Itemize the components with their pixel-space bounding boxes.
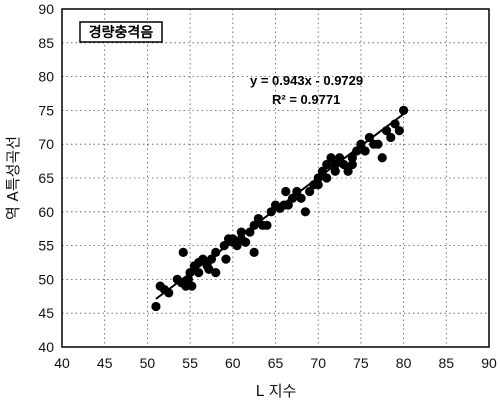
data-point [211, 268, 221, 278]
data-point [300, 207, 310, 217]
x-tick-label: 90 [481, 355, 497, 371]
y-tick-label: 40 [38, 339, 54, 355]
data-point [187, 281, 197, 291]
data-point [178, 247, 188, 257]
y-axis-title: 역 A특성곡선 [4, 136, 22, 220]
legend-label: 경량충격음 [89, 24, 154, 41]
data-point [356, 139, 366, 149]
data-point [330, 166, 340, 176]
data-point [377, 153, 387, 163]
data-point [347, 159, 357, 170]
x-axis-title: L 지수 [256, 382, 297, 400]
grid-layer [62, 9, 489, 347]
data-point [313, 173, 323, 183]
y-tick-label: 70 [38, 136, 54, 152]
data-point [347, 153, 357, 163]
data-point [221, 254, 231, 264]
x-tick-label: 45 [97, 355, 113, 371]
data-points-layer [151, 105, 409, 312]
data-point [296, 193, 306, 203]
data-point [287, 193, 298, 203]
data-point [330, 159, 340, 170]
data-point [198, 254, 208, 264]
x-tick-label: 50 [140, 355, 156, 371]
data-point [249, 247, 259, 257]
data-point [360, 146, 370, 156]
data-point [253, 213, 264, 224]
data-point [339, 159, 349, 170]
data-point [322, 173, 332, 183]
data-point [343, 166, 353, 176]
y-tick-label: 45 [38, 305, 54, 321]
data-point [390, 119, 400, 129]
data-point [283, 200, 293, 210]
y-tick-label: 90 [38, 1, 54, 17]
data-point [281, 186, 291, 197]
y-tick-label: 55 [38, 238, 54, 254]
x-tick-label: 85 [439, 355, 455, 371]
plot-frame [61, 8, 490, 348]
x-tick-label: 65 [268, 355, 284, 371]
data-point [334, 153, 345, 163]
x-tick-labels: 40 45 50 55 60 65 70 75 80 85 90 [54, 355, 497, 371]
data-point [194, 268, 204, 278]
x-tick-label: 80 [396, 355, 412, 371]
data-point [236, 227, 246, 237]
x-tick-label: 75 [353, 355, 369, 371]
data-point [206, 254, 217, 264]
y-tick-label: 60 [38, 204, 54, 220]
data-point [399, 105, 409, 115]
legend-box: 경량충격음 [79, 21, 163, 43]
data-point [204, 264, 214, 274]
data-point [151, 301, 161, 312]
y-tick-label: 85 [38, 35, 54, 51]
y-tick-label: 75 [38, 102, 54, 118]
x-tick-label: 55 [182, 355, 198, 371]
data-point [232, 241, 242, 251]
data-point [373, 139, 383, 149]
x-tick-label: 60 [225, 355, 241, 371]
data-point [326, 153, 336, 163]
data-point [211, 247, 221, 257]
data-point [305, 186, 315, 197]
data-point [266, 207, 276, 217]
data-point [313, 180, 323, 190]
legend-frame [79, 21, 163, 43]
data-point [241, 237, 251, 247]
data-point [317, 166, 328, 176]
y-tick-label: 65 [38, 170, 54, 186]
r-squared-label: R² = 0.9771 [272, 92, 340, 107]
data-point [386, 132, 396, 143]
data-point [364, 132, 375, 143]
y-tick-label: 80 [38, 69, 54, 85]
data-point [185, 268, 195, 278]
data-point [262, 220, 272, 230]
data-point [245, 227, 255, 237]
y-tick-labels: 40 45 50 55 60 65 70 75 80 85 90 [38, 1, 54, 355]
x-tick-label: 70 [310, 355, 326, 371]
data-point [219, 241, 229, 251]
data-point [292, 186, 302, 197]
data-point [249, 220, 259, 230]
y-tick-label: 50 [38, 271, 54, 287]
x-tick-label: 40 [54, 355, 70, 371]
data-point [322, 159, 332, 170]
data-point [394, 126, 404, 136]
data-point [228, 234, 238, 244]
data-point [164, 288, 174, 298]
data-point [352, 146, 362, 156]
data-point [381, 126, 392, 136]
trend-equation: y = 0.943x - 0.9729 [250, 73, 363, 88]
